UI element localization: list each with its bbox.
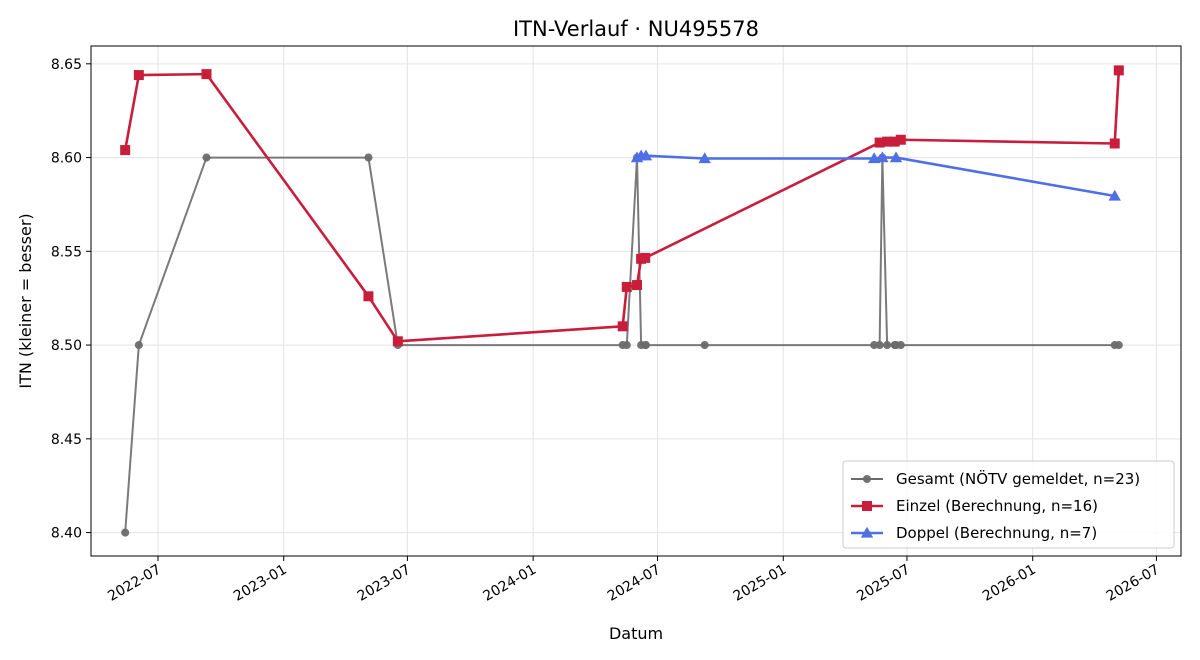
data-point-doppel <box>1108 189 1121 201</box>
y-tick-label: 8.55 <box>51 244 82 260</box>
data-point-doppel <box>698 152 711 164</box>
x-tick-label: 2024-01 <box>480 562 539 605</box>
y-axis-label: ITN (kleiner = besser) <box>16 213 35 388</box>
data-point-einzel <box>882 136 893 147</box>
x-tick-label: 2026-01 <box>980 562 1039 605</box>
data-point-einzel <box>392 336 403 347</box>
data-point-einzel <box>617 321 628 332</box>
data-point-gesamt <box>134 341 143 350</box>
chart-title: ITN-Verlauf · NU495578 <box>513 17 759 41</box>
x-tick-label: 2025-01 <box>731 562 790 605</box>
data-point-doppel <box>876 151 889 163</box>
data-point-einzel <box>874 137 885 148</box>
legend-label-einzel: Einzel (Berechnung, n=16) <box>896 497 1098 515</box>
data-point-einzel <box>1113 65 1124 76</box>
x-tick-label: 2026-07 <box>1104 562 1163 605</box>
data-point-gesamt <box>883 341 892 350</box>
data-point-gesamt <box>700 341 709 350</box>
series-line-einzel <box>123 70 1121 343</box>
legend-marker-doppel <box>860 526 874 538</box>
data-point-einzel <box>201 69 212 80</box>
data-point-gesamt <box>364 153 373 162</box>
data-point-gesamt <box>1114 341 1123 350</box>
data-point-einzel <box>133 70 144 81</box>
data-point-gesamt <box>641 341 650 350</box>
data-point-doppel <box>639 149 653 161</box>
legend: Gesamt (NÖTV gemeldet, n=23) Einzel (Bere… <box>842 460 1175 549</box>
data-point-einzel <box>621 281 632 292</box>
data-point-einzel <box>363 291 374 302</box>
y-tick-label: 8.60 <box>51 151 82 167</box>
data-point-einzel <box>632 280 643 291</box>
data-point-gesamt <box>875 341 884 350</box>
x-tick-label: 2025-07 <box>854 562 913 605</box>
x-tick-label: 2022-07 <box>105 562 164 605</box>
y-tick-label: 8.40 <box>51 526 82 542</box>
series-layer <box>120 65 1124 537</box>
y-tick-label: 8.45 <box>51 432 82 448</box>
plot-frame <box>90 45 1182 557</box>
data-point-gesamt <box>121 528 130 537</box>
data-point-einzel <box>640 252 651 263</box>
x-axis-label: Datum <box>609 624 663 643</box>
x-tick-label: 2023-01 <box>231 562 290 605</box>
y-axis-ticks: 8.40 8.45 8.50 8.55 8.60 8.65 <box>51 57 91 542</box>
series-einzel <box>120 65 1124 347</box>
data-point-gesamt <box>622 341 631 350</box>
data-point-gesamt <box>202 153 211 162</box>
legend-marker-einzel <box>862 501 872 511</box>
legend-marker-gesamt <box>862 474 872 484</box>
data-point-doppel <box>889 151 903 163</box>
data-point-einzel <box>889 136 900 147</box>
data-point-gesamt <box>896 341 905 350</box>
series-doppel <box>630 149 1121 201</box>
legend-label-doppel: Doppel (Berechnung, n=7) <box>896 524 1097 542</box>
data-point-einzel <box>1109 138 1120 149</box>
data-point-einzel <box>120 145 131 156</box>
legend-label-gesamt: Gesamt (NÖTV gemeldet, n=23) <box>896 469 1140 488</box>
x-axis-ticks: 2022-07 2023-01 2023-07 2024-01 2024-07 2025-… <box>105 556 1162 605</box>
y-tick-label: 8.50 <box>51 338 82 354</box>
legend-box <box>842 460 1175 549</box>
y-tick-label: 8.65 <box>51 57 82 73</box>
x-tick-label: 2024-07 <box>605 562 664 605</box>
x-tick-label: 2023-07 <box>355 562 414 605</box>
data-point-einzel <box>895 134 906 145</box>
